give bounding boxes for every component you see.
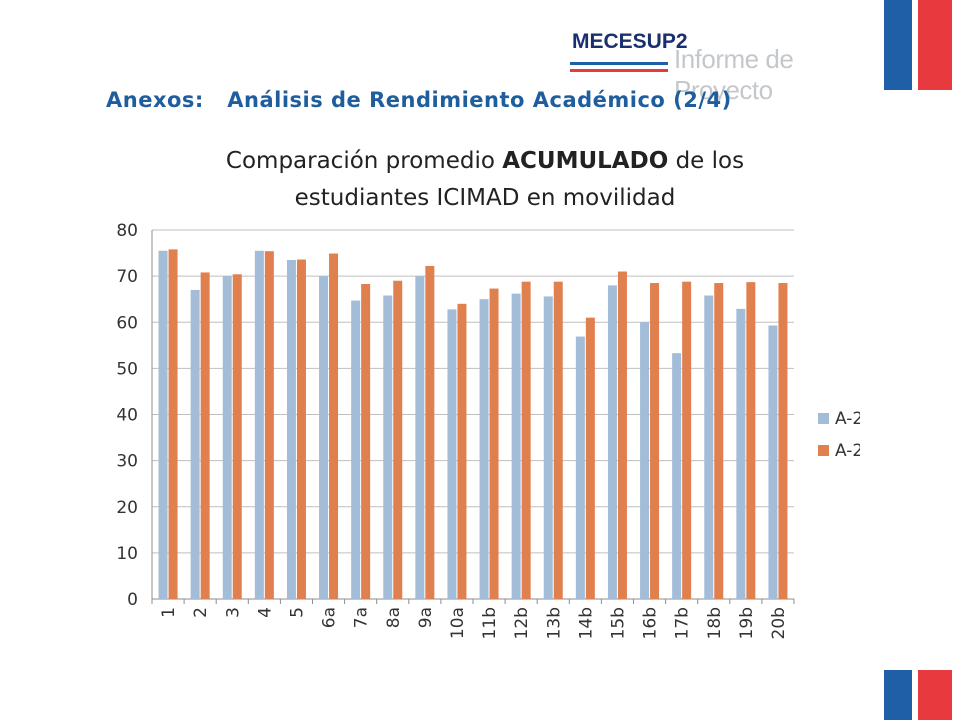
bar-a2009-14b (575, 336, 585, 599)
bar-a2009-6a (319, 276, 329, 599)
x-tick-label: 17b (673, 607, 693, 639)
bar-chart: 0 10 20 30 40 50 60 70 80 1 2 3 4 5 6a 7a 8a 9a 10a 11b 12b 1… (116, 221, 860, 639)
x-tick-label: 1 (159, 607, 179, 618)
bar-a2009-18b (704, 295, 714, 599)
bar-a2011-11b (489, 288, 499, 599)
y-tick-label: 60 (116, 313, 138, 333)
bar-a2011-5 (296, 259, 306, 599)
bar-a2009-7a (351, 300, 361, 599)
bar-a2009-15b (607, 285, 617, 599)
y-tick-label: 40 (116, 406, 138, 426)
y-tick-label: 30 (116, 452, 138, 472)
bar-a2009-2 (190, 289, 200, 599)
bar-a2011-2 (200, 272, 210, 599)
chart-title-line1-pre: Comparación promedio (225, 148, 503, 174)
bar-a2009-4 (254, 250, 264, 599)
bar-a2009-1 (158, 250, 168, 599)
chart-title-line2: estudiantes ICIMAD en movilidad (294, 185, 676, 211)
bar-a2009-12b (511, 293, 521, 599)
bar-a2009-17b (672, 353, 682, 599)
bar-a2011-10a (457, 303, 467, 599)
legend-label: A-2009-1 (835, 409, 860, 429)
section-title: Anexos: Análisis de Rendimiento Académic… (106, 88, 732, 112)
bar-a2011-3 (232, 274, 242, 599)
bar-a2011-18b (714, 283, 724, 599)
bar-a2011-15b (617, 271, 627, 599)
bar-a2009-20b (768, 325, 778, 599)
bar-a2009-3 (222, 276, 232, 599)
x-tick-label: 10a (448, 607, 468, 639)
logo-brand-text: MECESUP2 (572, 30, 688, 53)
x-tick-label: 7a (352, 607, 372, 628)
x-tick-label: 14b (576, 607, 596, 639)
legend-label: A-2011-1 (835, 441, 860, 461)
x-tick-label: 19b (737, 607, 757, 639)
legend-swatch (818, 413, 829, 424)
bar-a2009-10a (447, 309, 457, 599)
bar-a2011-9a (425, 265, 435, 599)
bar-a2011-12b (521, 281, 531, 599)
bar-a2011-4 (264, 251, 274, 599)
logo-subtitle: Informe de Proyecto (674, 44, 794, 105)
x-tick-label: 12b (512, 607, 532, 639)
y-tick-label: 0 (127, 590, 138, 610)
flag-decoration-top (884, 0, 952, 90)
bar-a2009-11b (479, 299, 489, 599)
x-tick-label: 9a (416, 607, 436, 628)
bar-a2009-13b (543, 296, 553, 599)
y-tick-label: 70 (116, 267, 138, 287)
logo-swoosh-red (570, 69, 668, 72)
chart-title-line1-post: de los (668, 148, 745, 174)
x-tick-label: 18b (705, 607, 725, 639)
logo-swoosh-blue (570, 62, 668, 65)
y-tick-label: 50 (116, 359, 138, 379)
y-tick-label: 10 (116, 544, 138, 564)
bar-a2009-19b (736, 308, 746, 599)
bar-a2009-9a (415, 276, 425, 599)
bar-a2011-20b (778, 283, 788, 599)
bar-a2011-17b (682, 281, 692, 599)
chart-title: Comparación promedio ACUMULADO de los es… (120, 143, 850, 217)
x-tick-label: 11b (480, 607, 500, 639)
bar-a2011-14b (585, 317, 595, 599)
bar-a2011-7a (361, 283, 371, 599)
bar-a2011-16b (650, 283, 660, 599)
x-tick-label: 6a (320, 607, 340, 628)
bar-a2011-13b (553, 281, 563, 599)
bar-a2011-6a (329, 253, 339, 599)
legend-swatch (818, 445, 829, 456)
bar-a2011-19b (746, 282, 756, 599)
bar-a2009-16b (640, 322, 650, 599)
x-tick-label: 16b (641, 607, 661, 639)
x-tick-label: 20b (769, 607, 789, 639)
y-tick-label: 80 (116, 221, 138, 241)
bar-a2009-8a (383, 295, 393, 599)
x-tick-label: 13b (544, 607, 564, 639)
bar-a2009-5 (286, 259, 296, 599)
x-tick-label: 8a (384, 607, 404, 628)
flag-decoration-bottom (884, 670, 952, 720)
x-tick-label: 15b (608, 607, 628, 639)
bar-a2011-1 (168, 249, 178, 599)
mecesup-logo: MECESUP2 Informe de Proyecto (570, 22, 870, 105)
y-tick-label: 20 (116, 498, 138, 518)
x-tick-label: 2 (191, 607, 211, 618)
x-tick-label: 5 (287, 607, 307, 618)
bar-a2011-8a (393, 280, 403, 599)
x-tick-label: 4 (255, 607, 275, 618)
chart-title-bold: ACUMULADO (502, 148, 669, 174)
x-tick-label: 3 (223, 607, 243, 618)
